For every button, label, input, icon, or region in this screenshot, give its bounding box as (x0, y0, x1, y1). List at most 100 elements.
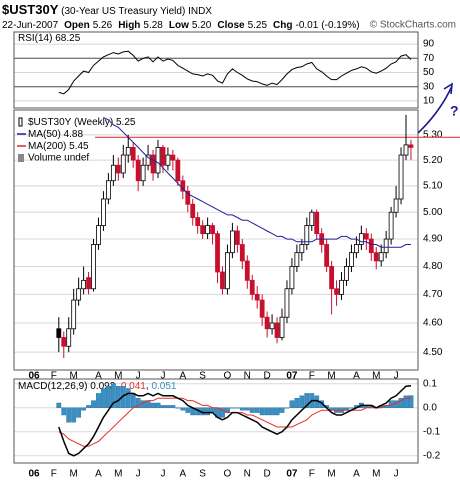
histogram-bar (91, 400, 96, 409)
histogram-bar (304, 393, 310, 408)
y-tick-label: 50 (423, 67, 435, 78)
y-tick-label: 0.0 (423, 402, 437, 413)
ma-line (103, 116, 411, 248)
candle-body (185, 190, 191, 205)
histogram-bar (274, 407, 280, 416)
candle-body (140, 164, 146, 182)
quote-value: -0.01 (296, 20, 319, 31)
candle-body (76, 288, 82, 301)
candle-body (120, 154, 126, 174)
x-tick-label: A (95, 469, 102, 480)
y-tick-label: 5.00 (423, 207, 443, 218)
histogram-bar (76, 407, 82, 418)
x-tick-label: J (136, 469, 141, 480)
legend-value: 5.45 (69, 141, 89, 152)
candle-body (86, 277, 91, 290)
candle-body (61, 337, 67, 347)
x-tick-label: M (114, 469, 122, 480)
legend-entry: Volume undef (28, 153, 89, 164)
legend-value: 4.88 (64, 129, 84, 140)
histogram-bar (264, 407, 270, 416)
candle-body (106, 180, 111, 200)
macd-name: MACD(12,26,9) (18, 381, 87, 392)
price-panel (13, 109, 419, 371)
histogram-bar (249, 407, 255, 413)
histogram-bar (205, 407, 210, 416)
x-tick-label: A (179, 469, 186, 480)
macd-panel (13, 378, 419, 464)
watermark: © StockCharts.com (370, 20, 456, 31)
y-tick-label: 4.70 (423, 289, 443, 300)
y-tick-label: -0.1 (423, 426, 441, 437)
candle-body (170, 154, 176, 161)
x-tick-label: M (114, 371, 122, 382)
rsi-panel (13, 31, 419, 109)
x-tick-label: A (353, 469, 360, 480)
candle-body (324, 244, 330, 267)
candle-body (344, 266, 349, 281)
quote-value: 5.28 (143, 20, 163, 31)
rsi-label: RSI(14) 68.25 (18, 33, 81, 44)
rsi-line (58, 50, 412, 95)
candle-body (334, 288, 339, 295)
y-tick-label: 4.80 (423, 261, 443, 272)
histogram-bar (408, 395, 414, 408)
candle-body (368, 238, 374, 254)
macd-line (58, 384, 412, 457)
histogram-bar (220, 407, 225, 418)
candle-body (393, 198, 399, 213)
candle-body (234, 230, 240, 245)
candle-body (210, 225, 215, 235)
y-tick-label: 4.50 (423, 347, 443, 358)
x-tick-label: F (51, 371, 57, 382)
candle-body (130, 147, 136, 161)
candle-body (225, 252, 230, 290)
histogram-bar (105, 386, 111, 409)
chart-title: $UST30Y (30-Year US Treasury Yield) INDX (2, 2, 212, 17)
x-tick-label: O (224, 371, 232, 382)
candle-body (284, 288, 290, 318)
histogram-value: 0.051 (151, 381, 176, 392)
histogram-bar (254, 407, 260, 413)
candle-body (388, 211, 394, 240)
annotation-arrow (417, 82, 453, 134)
candle-body (66, 328, 72, 347)
quote-label: Close (217, 20, 245, 31)
histogram-bar (234, 407, 240, 409)
quote-value: 5.26 (93, 20, 113, 31)
legend-name: MA(200) (28, 141, 66, 152)
y-tick-label: 4.60 (423, 318, 443, 329)
y-tick-label: 5.20 (423, 155, 443, 166)
histogram-bar (125, 388, 131, 409)
quote-label: Chg (273, 20, 292, 31)
x-tick-label: N (244, 371, 251, 382)
candle-body (259, 299, 265, 318)
candle-body (363, 233, 369, 240)
histogram-bar (56, 402, 62, 409)
histogram-bar (175, 407, 181, 409)
x-tick-label: M (327, 469, 335, 480)
candle-body (309, 211, 315, 226)
histogram-bar (289, 400, 295, 409)
histogram-bar (165, 405, 171, 408)
candle-body (378, 252, 384, 262)
legend-swatch (18, 154, 24, 162)
histogram-bar (61, 407, 67, 416)
x-tick-label: S (199, 469, 206, 480)
rsi-name: RSI(14) (18, 33, 52, 44)
x-tick-label: 07 (286, 371, 298, 382)
candle-body (215, 233, 220, 273)
candle-body (264, 316, 270, 330)
y-tick-label: 10 (423, 96, 435, 107)
candle-body (353, 244, 359, 254)
x-tick-label: 06 (28, 469, 40, 480)
candle-body (96, 225, 101, 245)
candle-body (205, 225, 211, 235)
y-tick-label: -0.2 (423, 450, 441, 461)
x-tick-label: 07 (286, 469, 298, 480)
y-tick-label: 0.1 (423, 378, 437, 389)
candle-body (229, 230, 235, 254)
histogram-bar (269, 407, 275, 416)
histogram-bar (110, 383, 116, 408)
